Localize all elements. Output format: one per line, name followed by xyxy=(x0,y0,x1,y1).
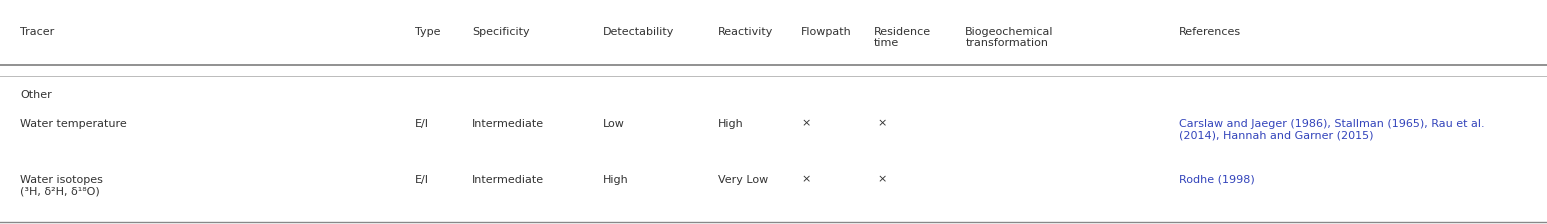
Text: E/I: E/I xyxy=(415,119,429,129)
Text: Type: Type xyxy=(415,27,439,37)
Text: Tracer: Tracer xyxy=(20,27,54,37)
Text: References: References xyxy=(1179,27,1241,37)
Text: Residence
time: Residence time xyxy=(874,27,931,48)
Text: Biogeochemical
transformation: Biogeochemical transformation xyxy=(965,27,1054,48)
Text: Other: Other xyxy=(20,90,53,100)
Text: ×: × xyxy=(877,119,886,129)
Text: Very Low: Very Low xyxy=(718,175,767,185)
Text: High: High xyxy=(718,119,744,129)
Text: ×: × xyxy=(801,119,811,129)
Text: Intermediate: Intermediate xyxy=(472,119,545,129)
Text: Rodhe (1998): Rodhe (1998) xyxy=(1179,175,1255,185)
Text: Carslaw and Jaeger (1986), Stallman (1965), Rau et al.
(2014), Hannah and Garner: Carslaw and Jaeger (1986), Stallman (196… xyxy=(1179,119,1485,140)
Text: E/I: E/I xyxy=(415,175,429,185)
Text: High: High xyxy=(603,175,630,185)
Text: ×: × xyxy=(877,175,886,185)
Text: Water temperature: Water temperature xyxy=(20,119,127,129)
Text: Flowpath: Flowpath xyxy=(801,27,852,37)
Text: Intermediate: Intermediate xyxy=(472,175,545,185)
Text: Low: Low xyxy=(603,119,625,129)
Text: Specificity: Specificity xyxy=(472,27,529,37)
Text: ×: × xyxy=(801,175,811,185)
Text: Reactivity: Reactivity xyxy=(718,27,774,37)
Text: Water isotopes
(³H, δ²H, δ¹⁸O): Water isotopes (³H, δ²H, δ¹⁸O) xyxy=(20,175,104,196)
Text: Detectability: Detectability xyxy=(603,27,674,37)
